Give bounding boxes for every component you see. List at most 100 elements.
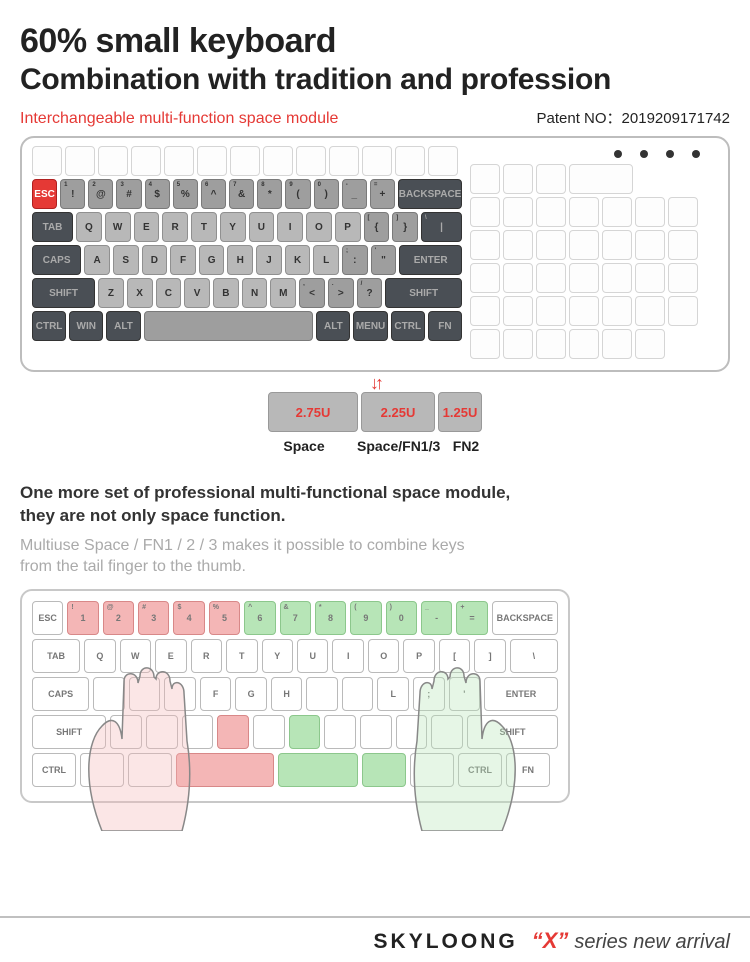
ckey: )0 (386, 601, 417, 635)
key-!: 1! (60, 179, 85, 209)
ckey: ; (413, 677, 445, 711)
key-menu: MENU (353, 311, 387, 341)
space-module: ↓↑ 2.75U2.25U1.25U SpaceSpace/FN1/3FN2 (20, 376, 730, 456)
blank-key (503, 329, 533, 359)
blank-key (470, 197, 500, 227)
ckey: O (368, 639, 399, 673)
blank-key (470, 296, 500, 326)
ckey: &7 (280, 601, 311, 635)
blank-key (635, 230, 665, 260)
key-caps: CAPS (32, 245, 81, 275)
module-label: Space (261, 438, 347, 454)
fn-blank (329, 146, 359, 176)
blank-key (569, 329, 599, 359)
module-key: 2.75U (268, 392, 358, 432)
key-t: T (191, 212, 217, 242)
fn-blank (32, 146, 62, 176)
ckey: ENTER (484, 677, 558, 711)
ckey: ' (449, 677, 481, 711)
ckey (410, 753, 454, 787)
ckey: [ (439, 639, 470, 673)
ckey (80, 753, 124, 787)
ckey: (9 (350, 601, 381, 635)
blank-key (569, 164, 633, 194)
ckey: += (456, 601, 487, 635)
blank-key (602, 230, 632, 260)
blank-key (635, 197, 665, 227)
ckey (306, 677, 338, 711)
ckey: ESC (32, 601, 63, 635)
key-r: R (162, 212, 188, 242)
ckey: L (377, 677, 409, 711)
ckey: CTRL (458, 753, 502, 787)
key-z: Z (98, 278, 124, 308)
key-enter: ENTER (399, 245, 462, 275)
blank-key (503, 230, 533, 260)
fn-blank (131, 146, 161, 176)
ckey: %5 (209, 601, 240, 635)
blank-key (536, 329, 566, 359)
ckey (129, 677, 161, 711)
section2-sub: Multiuse Space / FN1 / 2 / 3 makes it po… (20, 536, 730, 578)
ckey: ] (474, 639, 505, 673)
ckey: P (403, 639, 434, 673)
blank-key (503, 197, 533, 227)
ckey: CAPS (32, 677, 89, 711)
key-@: 2@ (88, 179, 113, 209)
blank-key (470, 230, 500, 260)
ckey: I (332, 639, 363, 673)
key-backspace: BACKSPACE (398, 179, 462, 209)
blank-key (668, 263, 698, 293)
title-line-1: 60% small keyboard (20, 22, 730, 61)
key-o: O (306, 212, 332, 242)
key-p: P (335, 212, 361, 242)
ckey: ^6 (244, 601, 275, 635)
ckey (110, 715, 142, 749)
ckey: BACKSPACE (492, 601, 558, 635)
module-label: Space/FN1/3 (357, 438, 433, 454)
ckey: Y (262, 639, 293, 673)
fn-blank (230, 146, 260, 176)
blank-key (536, 197, 566, 227)
key-q: Q (76, 212, 102, 242)
title-line-2: Combination with tradition and professio… (20, 63, 730, 97)
key-x: X (127, 278, 153, 308)
ckey (217, 715, 249, 749)
key-*: 8* (257, 179, 282, 209)
footer-tail: series new arrival (574, 931, 730, 954)
key-c: C (156, 278, 182, 308)
blank-key (470, 263, 500, 293)
blank-key (635, 329, 665, 359)
ckey (253, 715, 285, 749)
ckey (396, 715, 428, 749)
ckey: TAB (32, 639, 80, 673)
compact-keyboard: ESC!1@2#3$4%5^6&7*8(9)0_-+=BACKSPACETABQ… (20, 589, 570, 803)
key-f: F (170, 245, 196, 275)
ckey: CTRL (32, 753, 76, 787)
fn-blank (197, 146, 227, 176)
key-b: B (213, 278, 239, 308)
key-h: H (227, 245, 253, 275)
ckey (164, 677, 196, 711)
fn-blank (263, 146, 293, 176)
blank-key (536, 164, 566, 194)
ckey (128, 753, 172, 787)
module-key: 2.25U (361, 392, 435, 432)
key-:: ;: (342, 245, 368, 275)
key-fn: FN (428, 311, 462, 341)
blank-key (536, 230, 566, 260)
blank-key (668, 197, 698, 227)
ckey (93, 677, 125, 711)
key-d: D (142, 245, 168, 275)
key-alt: ALT (106, 311, 140, 341)
key-": '" (371, 245, 397, 275)
ckey (342, 677, 374, 711)
fn-blank (65, 146, 95, 176)
ckey: U (297, 639, 328, 673)
key-g: G (199, 245, 225, 275)
ckey (431, 715, 463, 749)
key-#: 3# (116, 179, 141, 209)
ckey: G (235, 677, 267, 711)
key-}: ]} (392, 212, 418, 242)
ckey: *8 (315, 601, 346, 635)
